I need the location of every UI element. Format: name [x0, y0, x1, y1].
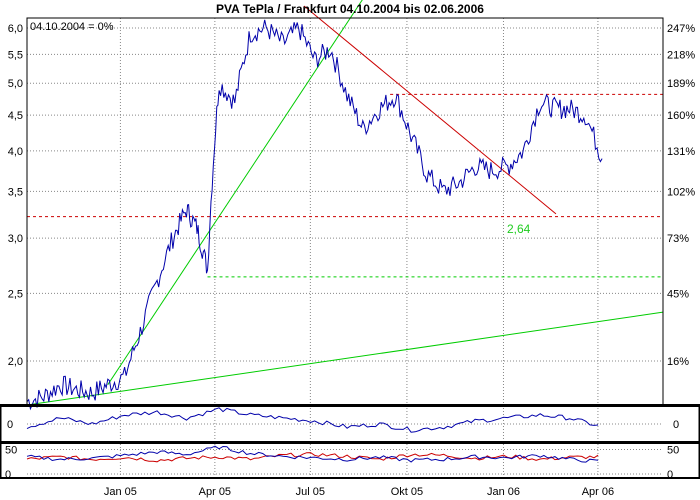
y-right-tick-label: 189%: [667, 78, 695, 90]
indicators: [26, 407, 599, 463]
long-support-line: [26, 311, 664, 406]
y-right-tick-label: 102%: [667, 186, 695, 198]
support-level-annotation: 2,64: [507, 222, 531, 236]
chart-title: PVA TePla / Frankfurt 04.10.2004 bis 02.…: [216, 2, 484, 16]
y-right-tick-label: 218%: [667, 49, 695, 61]
y-left-tick-label: 3,5: [8, 186, 23, 198]
x-tick-label: Apr 05: [199, 486, 231, 498]
y-left-tick-label: 4,0: [8, 146, 23, 158]
y-right-tick-label: 247%: [667, 23, 695, 35]
x-tick-label: Apr 06: [582, 486, 614, 498]
indicator1-label: 0: [673, 419, 679, 431]
indicator1-label: 0: [7, 419, 13, 431]
tick-labels: Jan 05 Apr 05 Jul 05 Okt 05 Jan 06 Apr 06 6,0 2…: [5, 23, 695, 498]
indicator1-line: [26, 407, 599, 433]
trend-lines: [26, 0, 664, 406]
y-left-tick-label: 4,5: [8, 110, 23, 122]
y-left-tick-label: 6,0: [8, 23, 23, 35]
y-right-tick-label: 45%: [667, 288, 689, 300]
indicator2-left-label: 50: [5, 444, 17, 456]
y-right-tick-label: 131%: [667, 146, 695, 158]
indicator2-left-label: 0: [5, 469, 11, 481]
y-left-tick-label: 5,0: [8, 78, 23, 90]
y-right-tick-label: 16%: [667, 356, 689, 368]
indicator2-right-label: 0: [667, 469, 673, 481]
y-left-tick-label: 5,5: [8, 49, 23, 61]
y-right-tick-label: 160%: [667, 110, 695, 122]
steep-support-line: [107, 0, 363, 385]
y-left-tick-label: 2,5: [8, 288, 23, 300]
baseline-label: 04.10.2004 = 0%: [30, 21, 114, 33]
indicator2-right-label: 50: [667, 444, 679, 456]
indicator2-blue-line: [26, 445, 599, 463]
grid: [27, 18, 663, 478]
x-tick-label: Jul 05: [296, 486, 325, 498]
indicator2-red-line: [26, 452, 599, 463]
price-series: [26, 19, 603, 411]
x-tick-label: Jan 06: [487, 486, 520, 498]
y-right-tick-label: 73%: [667, 233, 689, 245]
chart-frame: [0, 17, 700, 479]
y-left-tick-label: 2,0: [8, 356, 23, 368]
main-panel-frame: [26, 17, 664, 406]
x-tick-label: Jan 05: [104, 486, 137, 498]
x-tick-label: Okt 05: [391, 486, 423, 498]
price-line: [26, 19, 603, 411]
y-left-tick-label: 3,0: [8, 233, 23, 245]
downtrend-line: [303, 5, 557, 215]
